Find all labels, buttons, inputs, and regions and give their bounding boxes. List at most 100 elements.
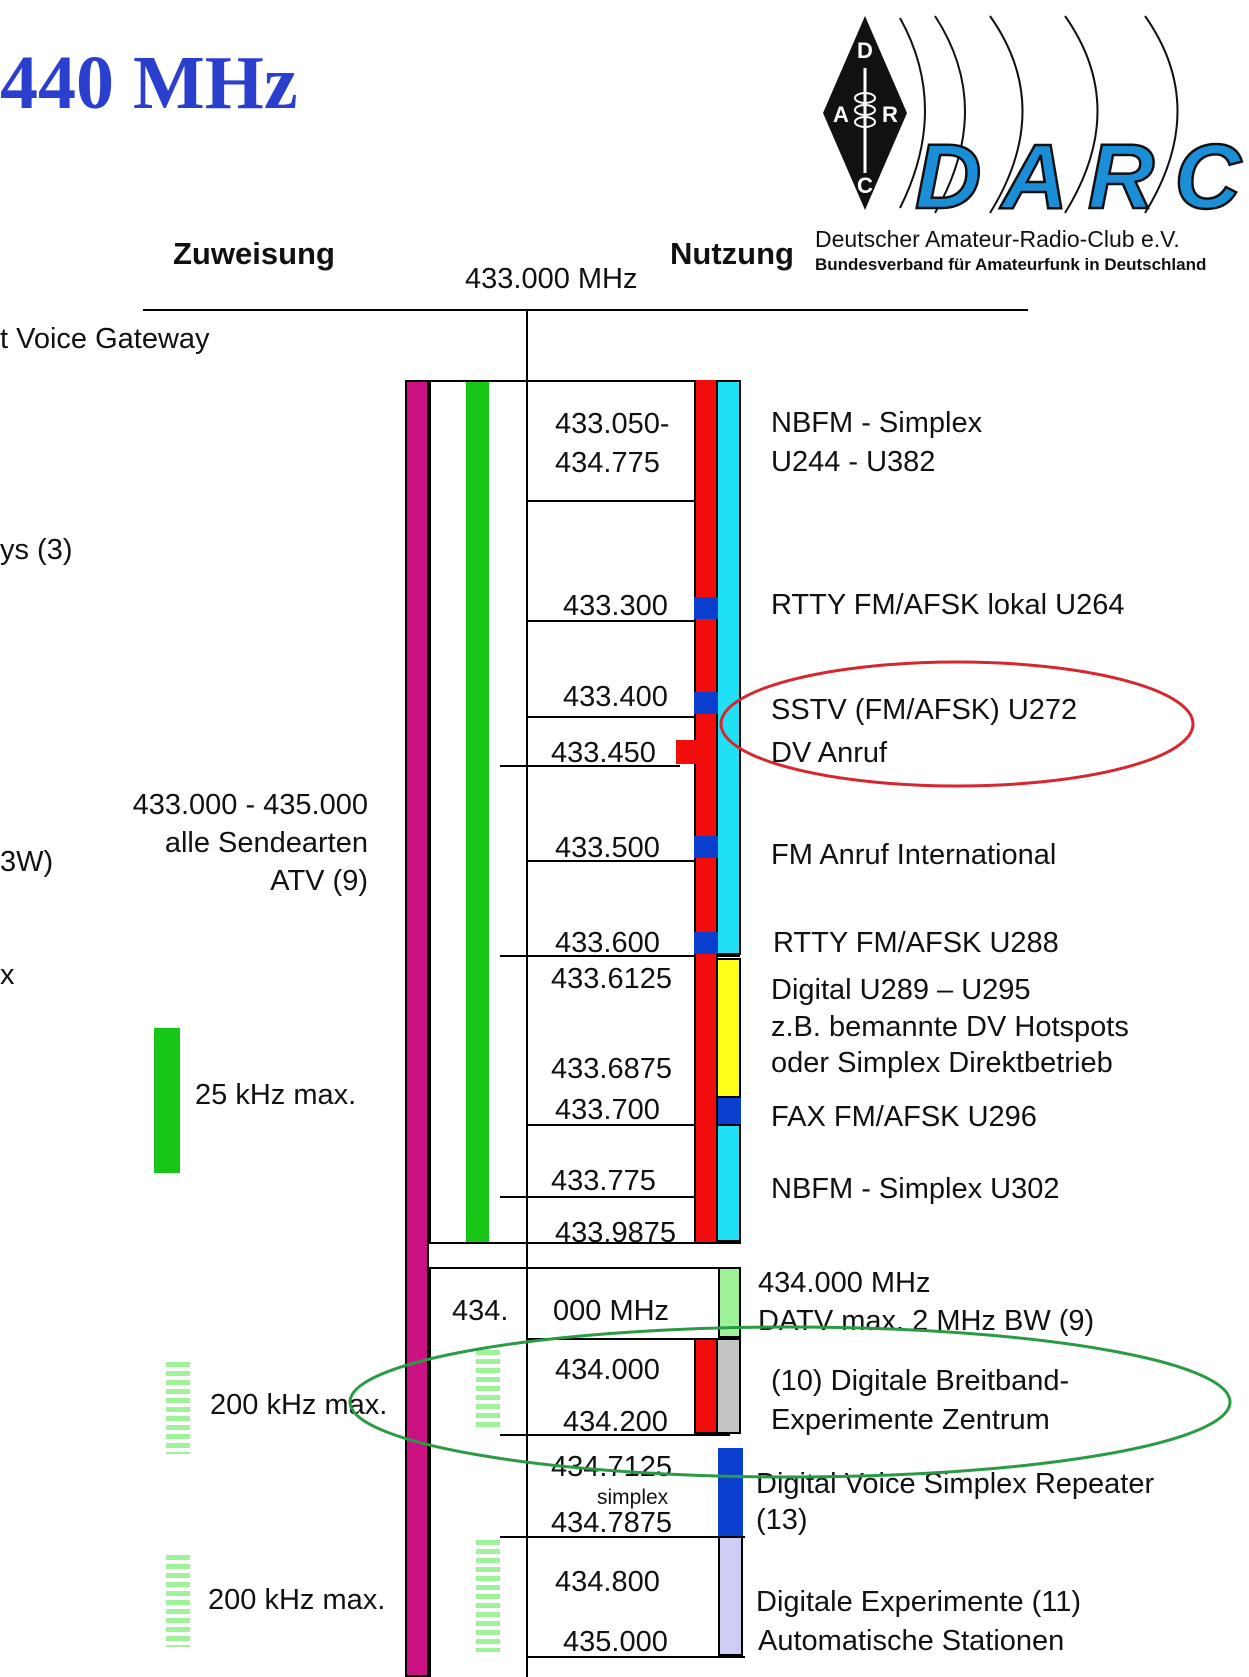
freq-434200: 434.200 xyxy=(563,1406,668,1438)
freq-433300: 433.300 xyxy=(563,590,668,622)
allocation-modes: alle Sendearten xyxy=(164,827,368,859)
usage-sstv: SSTV (FM/AFSK) U272 xyxy=(771,694,1078,726)
dashed-band-bar-2 xyxy=(476,1540,500,1652)
column-header-zuweisung: Zuweisung xyxy=(173,236,335,271)
usage-digitale-experimente: Digitale Experimente (11) xyxy=(756,1586,1082,1618)
left-fragment-voice-gateway: t Voice Gateway xyxy=(0,323,210,355)
legend-200khz-label-2: 200 kHz max. xyxy=(208,1584,386,1616)
legend-25khz-label: 25 kHz max. xyxy=(195,1079,357,1111)
tick-434775 xyxy=(526,500,694,502)
usage-nbfm-u302: NBFM - Simplex U302 xyxy=(771,1173,1060,1205)
usage-nbfm-channels: U244 - U382 xyxy=(771,446,936,478)
usage-automatische-stationen: Automatische Stationen xyxy=(758,1625,1065,1657)
tick-top xyxy=(429,380,741,382)
freq-4336125: 433.6125 xyxy=(551,963,672,995)
left-fragment-relays: ys (3) xyxy=(0,534,73,566)
left-fragment-bw: 3W) xyxy=(0,846,54,878)
upper-block-left-edge xyxy=(429,380,431,1242)
usage-fax: FAX FM/AFSK U296 xyxy=(771,1101,1037,1133)
light-green-datv-bar xyxy=(718,1267,741,1338)
center-axis xyxy=(526,309,528,1677)
red-usage-bar xyxy=(694,380,718,1242)
logo-club-name: Deutscher Amateur-Radio-Club e.V. xyxy=(815,226,1180,252)
freq-mid-000mhz: 000 MHz xyxy=(553,1295,670,1327)
page-title: 440 MHz xyxy=(0,41,298,125)
tick-434800 xyxy=(500,1536,745,1538)
cyan-usage-bar-upper xyxy=(718,380,741,955)
yellow-digital-bar xyxy=(718,958,741,1098)
logo-letter-c: C xyxy=(857,173,873,198)
blue-fax-marker xyxy=(718,1098,741,1124)
tick-block-top xyxy=(429,1267,741,1269)
blue-marker-433400 xyxy=(694,692,718,714)
tick-433700 xyxy=(526,1124,694,1126)
header-rule xyxy=(143,309,1028,311)
gray-broadband-bar xyxy=(718,1338,741,1434)
tick-435000 xyxy=(526,1656,745,1658)
freq-434000: 434.000 xyxy=(555,1354,660,1386)
freq-433775: 433.775 xyxy=(551,1165,656,1197)
tick-433775 xyxy=(500,1196,694,1198)
darc-logo: D A R C DARC Deutscher Amateur-Radio-Clu… xyxy=(815,8,1245,278)
blue-marker-433300 xyxy=(694,597,718,619)
logo-letter-r: R xyxy=(882,102,898,127)
freq-4336875: 433.6875 xyxy=(551,1053,672,1085)
cyan-usage-bar-lower xyxy=(718,1124,741,1242)
usage-dv-anruf: DV Anruf xyxy=(771,737,888,769)
logo-wordmark: DARC xyxy=(915,126,1245,218)
left-fragment-x: x xyxy=(0,959,15,991)
tick-433400 xyxy=(526,716,694,718)
freq-433600: 433.600 xyxy=(555,927,660,959)
darc-logo-graphic: D A R C DARC xyxy=(823,15,1245,229)
legend-dashed-bar-2 xyxy=(166,1555,190,1647)
freq-434800: 434.800 xyxy=(555,1566,660,1598)
allocation-range: 433.000 - 435.000 xyxy=(132,789,368,821)
logo-letter-a: A xyxy=(833,102,849,127)
freq-434775: 434.775 xyxy=(555,447,660,479)
legend-dashed-bar-1 xyxy=(166,1362,190,1454)
usage-experimente-zentrum: Experimente Zentrum xyxy=(771,1404,1050,1436)
lower-block-left-edge xyxy=(429,1267,431,1677)
green-25khz-band-bar xyxy=(466,380,489,1242)
usage-digital: Digital U289 – U295 xyxy=(771,974,1031,1006)
red-highlight-ellipse xyxy=(719,660,1195,788)
column-header-nutzung: Nutzung xyxy=(670,236,794,271)
tick-434000 xyxy=(526,1338,740,1340)
freq-435000: 435.000 xyxy=(563,1626,668,1658)
usage-rtty-u288: RTTY FM/AFSK U288 xyxy=(773,927,1059,959)
tick-434200 xyxy=(500,1434,730,1436)
freq-433050: 433.050- xyxy=(555,408,670,440)
usage-breitband: (10) Digitale Breitband- xyxy=(771,1365,1070,1397)
freq-433400: 433.400 xyxy=(563,681,668,713)
dashed-band-bar-1 xyxy=(476,1350,500,1430)
freq-433500: 433.500 xyxy=(555,832,660,864)
red-marker-433450 xyxy=(676,740,706,764)
freq-433700: 433.700 xyxy=(555,1094,660,1126)
top-frequency-label: 433.000 MHz xyxy=(465,263,638,295)
tick-433450 xyxy=(500,765,680,767)
usage-hotspots: z.B. bemannte DV Hotspots xyxy=(771,1011,1129,1043)
usage-simplex-direkt: oder Simplex Direktbetrieb xyxy=(771,1047,1113,1079)
green-highlight-ellipse xyxy=(348,1325,1232,1479)
logo-letter-d: D xyxy=(857,38,873,63)
tick-433987 xyxy=(429,1242,741,1244)
logo-club-subtitle: Bundesverband für Amateurfunk in Deutsch… xyxy=(815,255,1207,274)
tick-433300 xyxy=(526,620,694,622)
usage-dv-simplex-repeater: Digital Voice Simplex Repeater xyxy=(756,1468,1155,1500)
usage-rtty-lokal: RTTY FM/AFSK lokal U264 xyxy=(771,589,1125,621)
legend-green-bar xyxy=(154,1028,180,1173)
usage-fm-anruf: FM Anruf International xyxy=(771,839,1057,871)
blue-marker-433600 xyxy=(694,932,718,954)
tick-433600 xyxy=(500,955,740,957)
lavender-experiments-bar xyxy=(718,1536,743,1656)
usage-434mhz: 434.000 MHz xyxy=(758,1267,931,1299)
freq-4347875: 434.7875 xyxy=(551,1507,672,1539)
allocation-atv: ATV (9) xyxy=(270,865,368,897)
magenta-allocation-bar xyxy=(405,380,429,1677)
simplex-label: simplex xyxy=(597,1486,669,1509)
usage-dv-simplex-note: (13) xyxy=(756,1504,808,1536)
blue-dv-simplex-bar xyxy=(718,1448,743,1536)
freq-4339875: 433.9875 xyxy=(555,1217,676,1249)
usage-nbfm-simplex: NBFM - Simplex xyxy=(771,407,983,439)
